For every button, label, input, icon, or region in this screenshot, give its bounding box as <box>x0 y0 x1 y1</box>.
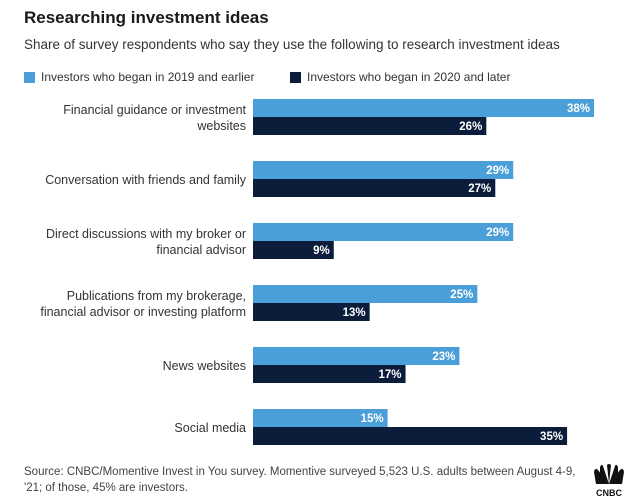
data-label-series-1: 29% <box>486 227 509 239</box>
legend-item-series-2: Investors who began in 2020 and later <box>290 70 510 84</box>
data-label-series-1: 23% <box>432 351 455 363</box>
bar-chart: Financial guidance or investment websites… <box>40 99 594 445</box>
bar-series-2 <box>253 117 487 135</box>
category-label: Conversation with friends and family <box>45 173 247 187</box>
category-label: Publications from my brokerage, financial… <box>40 289 246 319</box>
data-label-series-1: 29% <box>486 165 509 177</box>
bar-series-1 <box>253 223 514 241</box>
source-note: Source: CNBC/Momentive Invest in You sur… <box>24 466 576 494</box>
bar-series-1 <box>253 99 594 117</box>
legend-swatch-series-1 <box>24 71 35 83</box>
data-label-series-1: 25% <box>450 289 473 301</box>
category-label: Social media <box>174 421 246 435</box>
category-label: Direct discussions with my broker or fina… <box>46 227 246 257</box>
data-label-series-1: 15% <box>361 413 384 425</box>
legend-label-series-1: Investors who began in 2019 and earlier <box>41 70 255 84</box>
legend-swatch-series-2 <box>290 71 301 83</box>
bar-series-1 <box>253 161 514 179</box>
bar-series-2 <box>253 179 496 197</box>
logo-text: CNBC <box>596 488 622 498</box>
category-label: Financial guidance or investment websites <box>63 103 246 133</box>
data-label-series-2: 9% <box>313 245 330 257</box>
data-label-series-2: 17% <box>379 369 402 381</box>
chart-title: Researching investment ideas <box>24 8 269 27</box>
legend-item-series-1: Investors who began in 2019 and earlier <box>24 70 254 84</box>
data-label-series-2: 26% <box>459 121 482 133</box>
bar-series-2 <box>253 303 370 321</box>
bar-series-2 <box>253 365 406 383</box>
bar-series-1 <box>253 409 388 427</box>
data-label-series-2: 13% <box>343 307 366 319</box>
bar-series-2 <box>253 241 334 259</box>
cnbc-peacock-logo: CNBC <box>594 464 624 498</box>
data-label-series-2: 35% <box>540 431 563 443</box>
bar-series-1 <box>253 285 478 303</box>
data-label-series-1: 38% <box>567 103 590 115</box>
data-label-series-2: 27% <box>468 183 491 195</box>
legend-label-series-2: Investors who began in 2020 and later <box>307 70 511 84</box>
chart-subtitle: Share of survey respondents who say they… <box>24 37 560 52</box>
category-label: News websites <box>163 359 246 373</box>
bar-series-1 <box>253 347 460 365</box>
bar-series-2 <box>253 427 568 445</box>
